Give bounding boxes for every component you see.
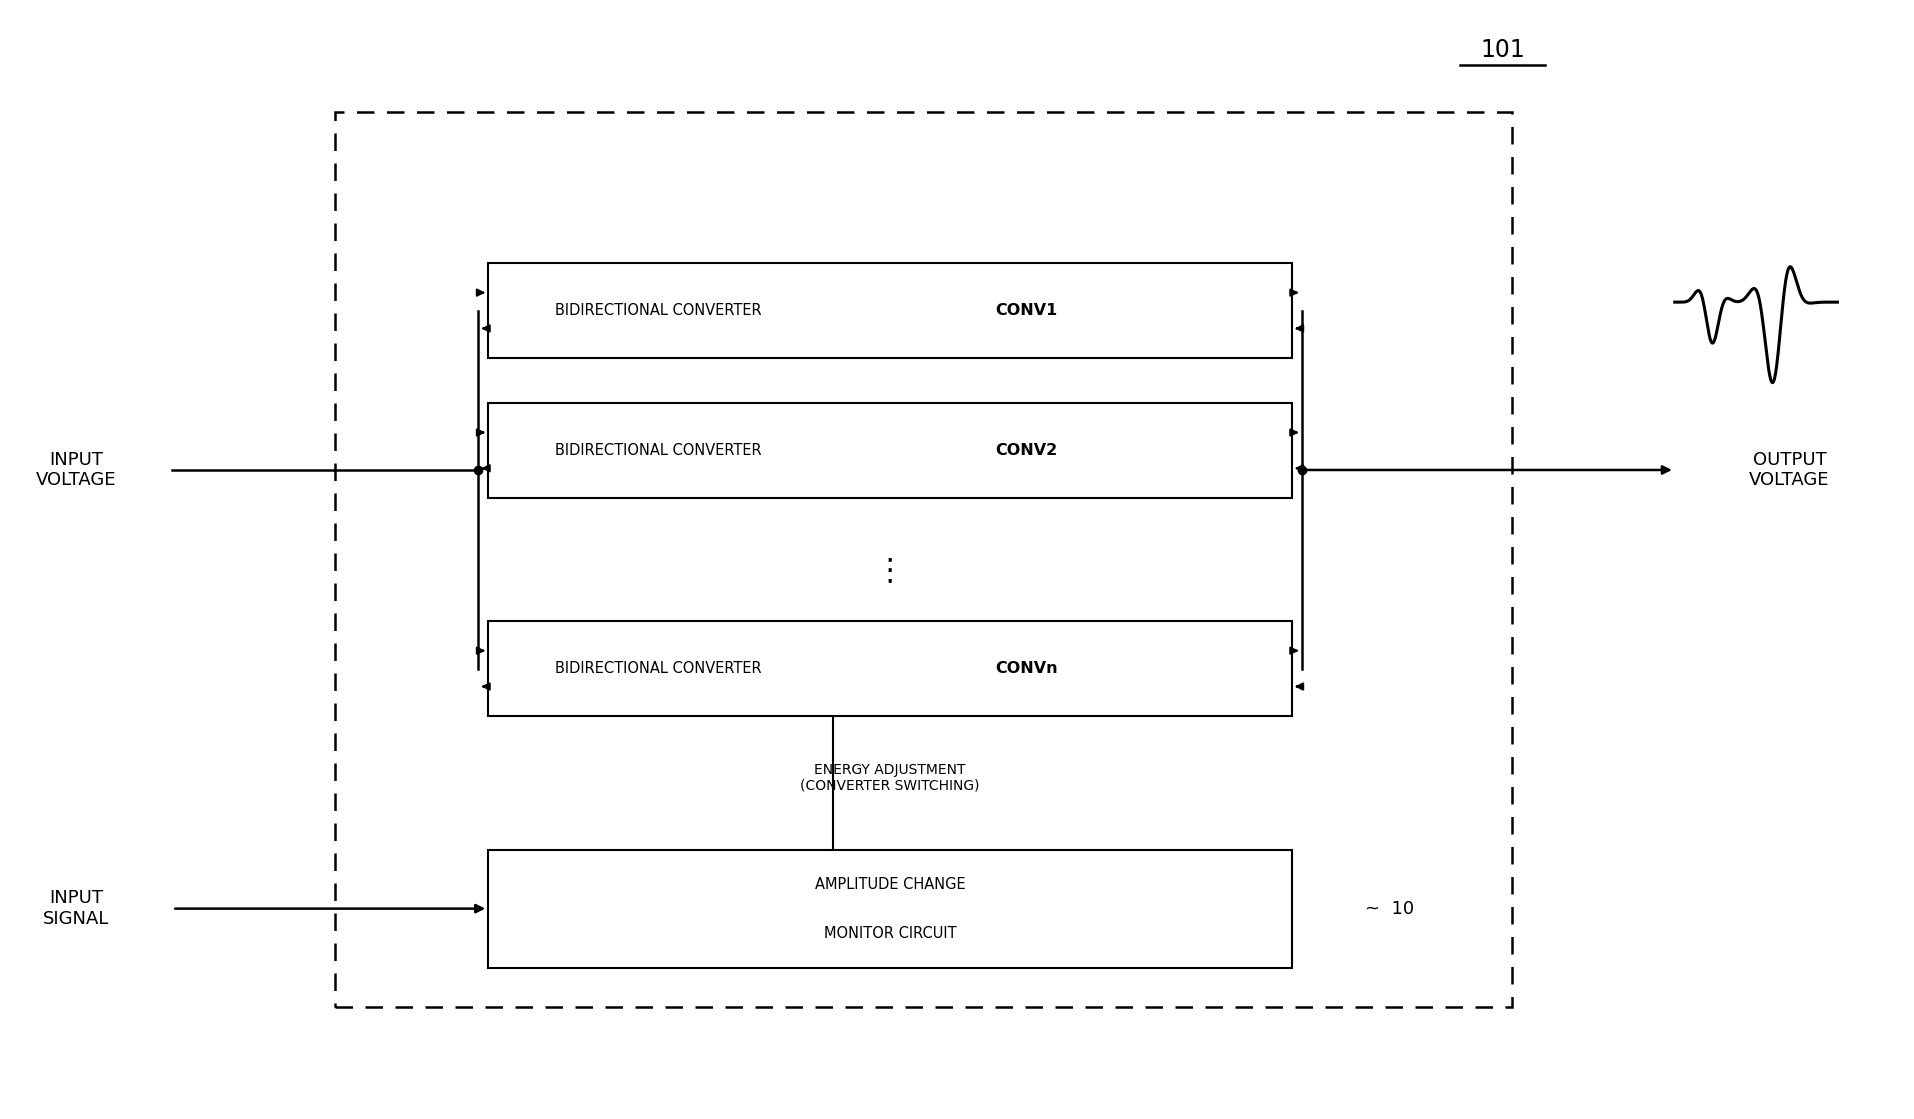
Bar: [488, 263, 1292, 358]
Text: ENERGY ADJUSTMENT
(CONVERTER SWITCHING): ENERGY ADJUSTMENT (CONVERTER SWITCHING): [800, 763, 980, 792]
Text: ~  10: ~ 10: [1365, 900, 1414, 919]
Text: CONVn: CONVn: [995, 661, 1058, 676]
Text: AMPLITUDE CHANGE: AMPLITUDE CHANGE: [815, 877, 965, 892]
Text: INPUT
VOLTAGE: INPUT VOLTAGE: [36, 451, 117, 489]
Text: CONV1: CONV1: [995, 303, 1058, 318]
Text: 101: 101: [1480, 38, 1525, 63]
Text: MONITOR CIRCUIT: MONITOR CIRCUIT: [823, 927, 957, 941]
Text: BIDIRECTIONAL CONVERTER: BIDIRECTIONAL CONVERTER: [555, 303, 766, 318]
Text: OUTPUT
VOLTAGE: OUTPUT VOLTAGE: [1749, 451, 1830, 489]
Text: INPUT
SIGNAL: INPUT SIGNAL: [44, 890, 109, 928]
Bar: [488, 403, 1292, 498]
Bar: [335, 112, 1512, 1007]
Bar: [488, 850, 1292, 968]
Text: CONV2: CONV2: [995, 443, 1058, 458]
Bar: [488, 621, 1292, 716]
Text: ⋮: ⋮: [875, 556, 905, 585]
Text: BIDIRECTIONAL CONVERTER: BIDIRECTIONAL CONVERTER: [555, 443, 766, 458]
Text: BIDIRECTIONAL CONVERTER: BIDIRECTIONAL CONVERTER: [555, 661, 766, 676]
